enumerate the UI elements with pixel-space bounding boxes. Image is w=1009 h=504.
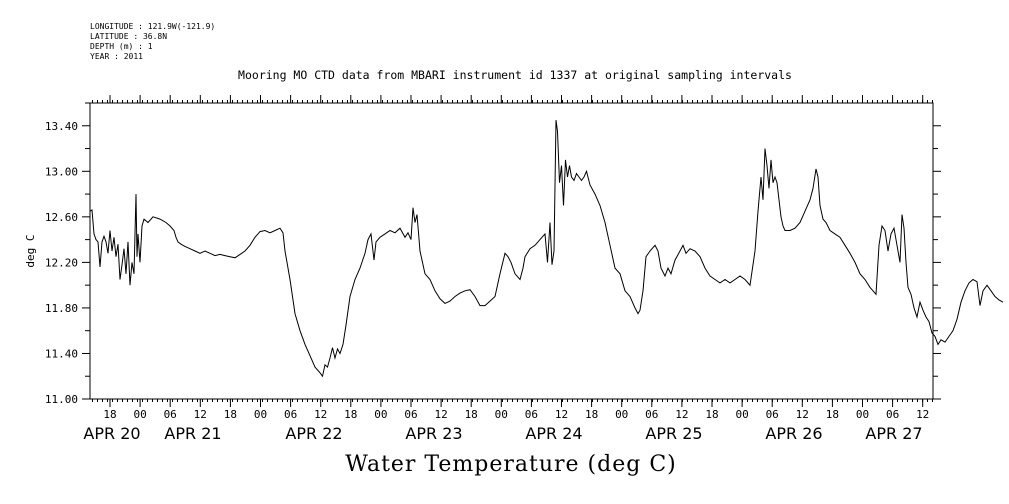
x-tick-label: 18: [465, 408, 478, 421]
x-tick-label: 06: [525, 408, 538, 421]
x-tick-label: 06: [886, 408, 899, 421]
x-tick-label: 18: [103, 408, 116, 421]
x-tick-label: 12: [194, 408, 207, 421]
x-tick-label: 12: [675, 408, 688, 421]
x-tick-label: 06: [164, 408, 177, 421]
y-tick-label: 11.40: [45, 347, 78, 360]
x-tick-label: 12: [434, 408, 447, 421]
x-tick-label: 06: [766, 408, 779, 421]
x-tick-label: 00: [856, 408, 869, 421]
x-axis: 18 00 06 12 18 00 06 12 18 00 06 12 18 00 06 12 18 00 06 12…: [83, 95, 929, 443]
y-axis: 11.00 11.40 11.80 12.20 12.60 13.00 13.40: [45, 102, 941, 406]
date-label: APR 25: [645, 424, 702, 443]
x-tick-label: 12: [555, 408, 568, 421]
metadata-block: LONGITUDE : 121.9W(-121.9) LATITUDE : 36…: [90, 22, 215, 62]
y-tick-label: 13.00: [45, 165, 78, 178]
series-line: [89, 120, 1004, 378]
x-tick-label: 00: [735, 408, 748, 421]
y-tick-label: 12.20: [45, 256, 78, 269]
x-tick-label: 18: [705, 408, 718, 421]
latitude-label: LATITUDE : 36.8N: [90, 32, 168, 41]
x-tick-label: 06: [645, 408, 658, 421]
y-tick-label: 12.60: [45, 211, 78, 224]
x-tick-label: 12: [796, 408, 809, 421]
x-tick-label: 18: [344, 408, 357, 421]
year-label: YEAR : 2011: [90, 52, 143, 61]
x-tick-label: 18: [826, 408, 839, 421]
x-tick-label: 18: [224, 408, 237, 421]
x-tick-label: 06: [404, 408, 417, 421]
x-tick-label: 06: [284, 408, 297, 421]
x-tick-label: 18: [585, 408, 598, 421]
date-label: APR 21: [164, 424, 221, 443]
x-tick-label: 00: [254, 408, 267, 421]
series-group: [89, 120, 1004, 378]
chart-title: Mooring MO CTD data from MBARI instrumen…: [238, 68, 792, 82]
x-tick-label: 00: [615, 408, 628, 421]
date-label: APR 27: [865, 424, 922, 443]
x-axis-label: Water Temperature (deg C): [345, 452, 677, 477]
x-tick-label: 00: [374, 408, 387, 421]
minor-ticks: [92, 100, 933, 402]
y-tick-label: 11.00: [45, 393, 78, 406]
plot-frame: [89, 102, 934, 400]
depth-label: DEPTH (m) : 1: [90, 42, 153, 51]
y-axis-label: deg C: [24, 234, 37, 267]
date-label: APR 24: [525, 424, 582, 443]
longitude-label: LONGITUDE : 121.9W(-121.9): [90, 22, 216, 31]
x-tick-label: 12: [314, 408, 327, 421]
y-tick-label: 11.80: [45, 302, 78, 315]
x-tick-label: 12: [916, 408, 929, 421]
date-label: APR 26: [765, 424, 822, 443]
y-tick-label: 13.40: [45, 120, 78, 133]
date-label: APR 20: [83, 424, 140, 443]
x-tick-label: 00: [495, 408, 508, 421]
x-tick-label: 00: [133, 408, 146, 421]
date-label: APR 22: [285, 424, 342, 443]
date-label: APR 23: [405, 424, 462, 443]
